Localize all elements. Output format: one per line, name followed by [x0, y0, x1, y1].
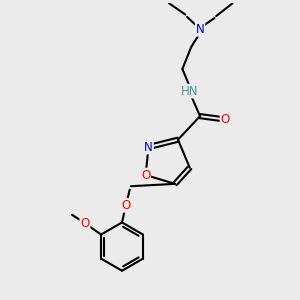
Text: N: N — [144, 141, 153, 154]
Text: O: O — [121, 199, 130, 212]
Text: HN: HN — [181, 85, 199, 98]
Text: O: O — [141, 169, 150, 182]
Text: N: N — [196, 23, 204, 36]
Text: O: O — [220, 112, 230, 126]
Text: O: O — [80, 217, 89, 230]
